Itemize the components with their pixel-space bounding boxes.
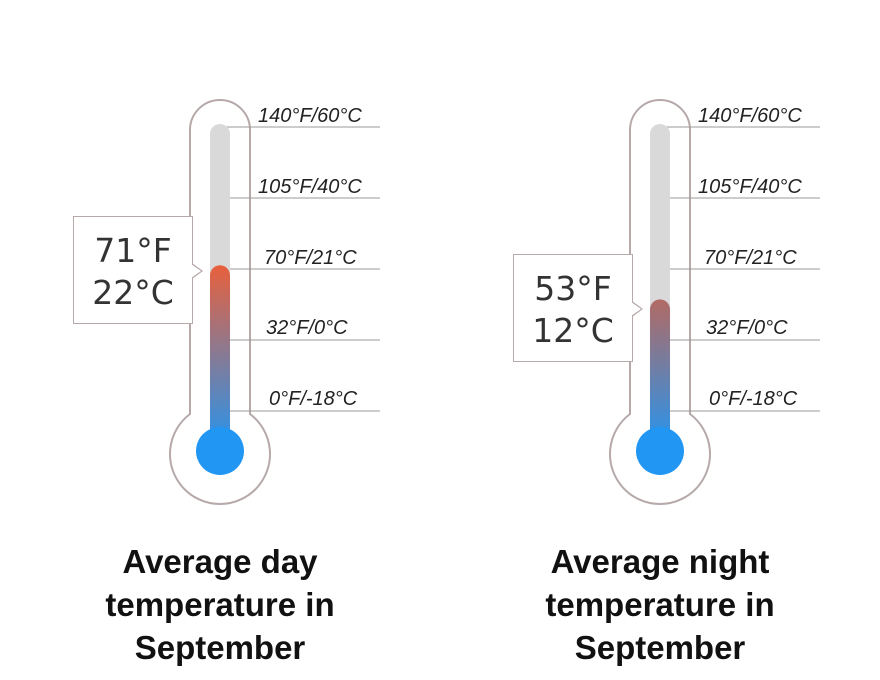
day-thermometer-graphic	[169, 99, 380, 505]
night-thermometer: 140°F/60°C 105°F/40°C 70°F/21°C 32°F/0°C…	[440, 0, 880, 680]
bulb	[636, 427, 684, 475]
bulb	[196, 427, 244, 475]
caption: Average night temperature in September	[545, 543, 775, 666]
reading-celsius: 22°C	[92, 273, 174, 312]
scale-label-105f: 105°F/40°C	[258, 176, 362, 198]
scale-label-0f: 0°F/-18°C	[709, 388, 798, 410]
scale-label-70f: 70°F/21°C	[264, 247, 357, 269]
reading-fahrenheit: 53°F	[534, 269, 612, 308]
scale-label-0f: 0°F/-18°C	[269, 388, 358, 410]
callout-pointer	[631, 301, 643, 317]
caption: Average day temperature in September	[105, 543, 335, 666]
reading-callout: 71°F 22°C	[73, 216, 203, 324]
reading-callout: 53°F 12°C	[513, 254, 643, 362]
reading-fahrenheit: 71°F	[94, 231, 172, 270]
scale-label-32f: 32°F/0°C	[266, 317, 348, 339]
reading-celsius: 12°C	[532, 311, 614, 350]
callout-pointer	[191, 263, 203, 279]
scale-label-140f: 140°F/60°C	[258, 105, 362, 127]
scale-label-105f: 105°F/40°C	[698, 176, 802, 198]
mercury-column	[650, 299, 670, 451]
scale-label-70f: 70°F/21°C	[704, 247, 797, 269]
night-thermometer-graphic	[609, 99, 820, 505]
scale-label-140f: 140°F/60°C	[698, 105, 802, 127]
scale-label-32f: 32°F/0°C	[706, 317, 788, 339]
day-thermometer: 140°F/60°C 105°F/40°C 70°F/21°C 32°F/0°C…	[73, 99, 380, 666]
mercury-column	[210, 265, 230, 451]
